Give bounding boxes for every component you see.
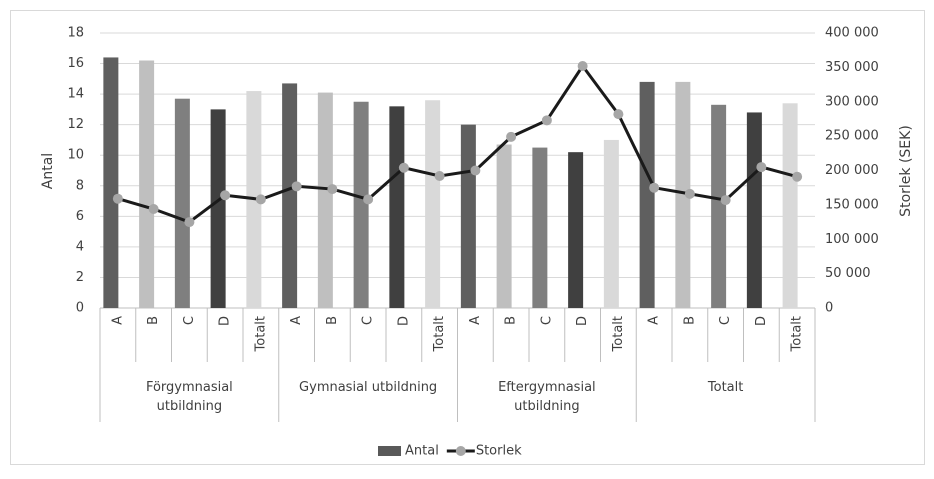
y-tick-label: 0 xyxy=(76,301,84,316)
y2-tick-label: 50 000 xyxy=(825,266,871,281)
bar xyxy=(568,152,584,308)
y2-tick-label: 100 000 xyxy=(825,232,879,247)
group-label-box: Gymnasial utbildning xyxy=(299,380,438,395)
bar xyxy=(460,124,476,309)
y2-tick-label: 250 000 xyxy=(825,129,879,144)
bar xyxy=(174,98,190,308)
line-marker xyxy=(684,188,695,199)
legend-label: Storlek xyxy=(476,444,522,459)
y-tick-label: 18 xyxy=(67,26,84,41)
line-marker xyxy=(255,194,266,205)
line-marker xyxy=(184,217,195,228)
x-tick-label: Totalt xyxy=(432,316,447,352)
y2-tick-label: 200 000 xyxy=(825,163,879,178)
line-marker xyxy=(756,162,767,173)
x-tick-label: C xyxy=(539,316,554,325)
line-marker xyxy=(613,109,624,120)
bar xyxy=(639,81,655,308)
line-marker xyxy=(363,194,374,205)
x-tick-label: C xyxy=(718,316,733,325)
line-marker xyxy=(506,131,517,142)
line-marker xyxy=(398,162,409,173)
line-marker xyxy=(291,181,302,192)
legend-marker xyxy=(455,446,466,456)
line-marker xyxy=(792,171,803,182)
line-marker xyxy=(541,115,552,126)
line-marker xyxy=(327,184,338,195)
line xyxy=(117,63,798,224)
bar xyxy=(711,104,727,308)
y2-tick-label: 350 000 xyxy=(825,60,879,75)
bar xyxy=(675,81,691,308)
group-label: Gymnasial utbildning xyxy=(299,380,438,395)
x-tick-label: D xyxy=(218,316,233,326)
y-tick-label: 10 xyxy=(67,148,84,163)
legend-swatch xyxy=(378,446,401,456)
group-label-box: Förgymnasial utbildning xyxy=(145,380,233,414)
y2-tick-label: 300 000 xyxy=(825,94,879,109)
y2-axis-title: Storlek (SEK) xyxy=(898,125,914,217)
line-marker xyxy=(148,204,159,214)
bar xyxy=(103,57,119,308)
line-marker xyxy=(649,182,660,193)
y-tick-label: 14 xyxy=(67,87,84,102)
bar xyxy=(210,109,226,308)
x-tick-label: B xyxy=(682,316,697,325)
group-label-box: Totalt xyxy=(707,380,744,395)
x-tick-label: Totalt xyxy=(253,316,268,352)
bar xyxy=(139,60,155,308)
line-marker xyxy=(112,193,123,204)
y-tick-label: 8 xyxy=(76,178,84,193)
line-marker xyxy=(434,171,445,181)
bar xyxy=(782,103,798,309)
x-tick-label: D xyxy=(575,316,590,326)
x-tick-label: B xyxy=(146,316,161,325)
bar xyxy=(353,101,369,308)
line-marker xyxy=(577,61,588,71)
bar xyxy=(317,92,333,308)
y-tick-label: 2 xyxy=(76,270,84,285)
y-axis-title: Antal xyxy=(40,153,56,189)
y2-tick-label: 150 000 xyxy=(825,197,879,212)
bar xyxy=(389,106,405,308)
x-tick-label: D xyxy=(396,316,411,326)
x-tick-label: A xyxy=(110,316,125,325)
y-tick-label: 4 xyxy=(76,239,84,254)
x-tick-label: C xyxy=(182,316,197,325)
group-label: Totalt xyxy=(707,380,744,395)
line-marker xyxy=(220,190,231,201)
bar xyxy=(425,100,441,308)
bar xyxy=(532,147,548,308)
bar xyxy=(746,112,762,308)
x-tick-label: A xyxy=(468,316,483,325)
x-tick-label: Totalt xyxy=(611,316,626,352)
x-tick-label: Totalt xyxy=(790,316,805,352)
x-tick-label: B xyxy=(504,316,519,325)
line-marker xyxy=(470,165,481,176)
group-label-box: Eftergymnasial utbildning xyxy=(498,380,596,414)
y-tick-label: 6 xyxy=(76,209,84,224)
group-label: Förgymnasial utbildning xyxy=(145,380,233,414)
y2-tick-label: 400 000 xyxy=(825,26,879,41)
x-tick-label: C xyxy=(361,316,376,325)
bar xyxy=(603,139,619,308)
x-tick-label: D xyxy=(754,316,769,326)
y-tick-label: 12 xyxy=(67,117,84,132)
bar xyxy=(282,83,298,309)
x-tick-label: A xyxy=(647,316,662,325)
line-marker xyxy=(720,195,731,206)
legend-label: Antal xyxy=(405,444,439,459)
x-tick-label: A xyxy=(289,316,304,325)
group-label: Eftergymnasial utbildning xyxy=(498,380,596,414)
bar xyxy=(496,144,512,308)
y2-tick-label: 0 xyxy=(825,301,833,316)
x-tick-label: B xyxy=(325,316,340,325)
y-tick-label: 16 xyxy=(67,56,84,71)
